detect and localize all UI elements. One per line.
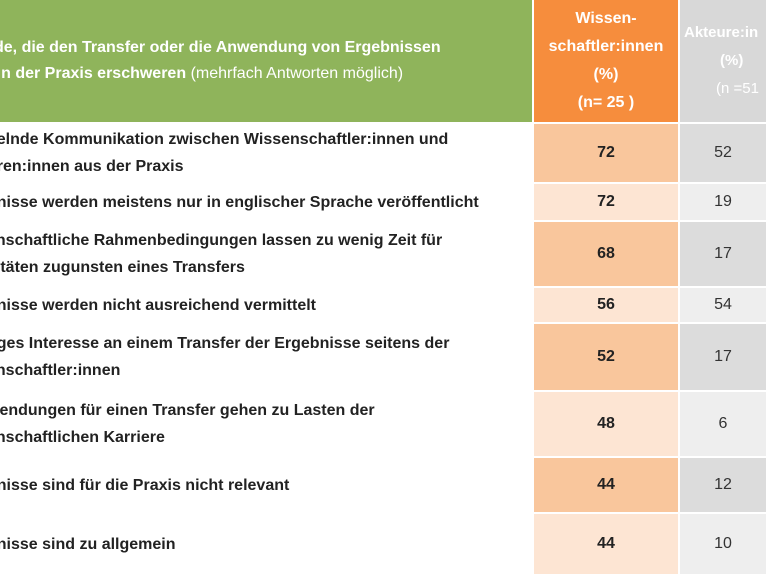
- header-actors-line2: (%): [720, 52, 744, 69]
- row-8-statement-text: bnisse sind zu allgemein: [0, 535, 176, 553]
- row-8-scientists-value: 44: [534, 514, 680, 576]
- row-3-scientists-value: 68: [534, 222, 680, 288]
- row-8-statement: bnisse sind zu allgemein: [0, 514, 534, 576]
- row-7-scientists-value: 44: [534, 458, 680, 514]
- row-3-statement: enschaftliche Rahmenbedingungen lassen z…: [0, 222, 534, 288]
- row-4-scientists-value: 56: [534, 288, 680, 324]
- row-1-statement: gelnde Kommunikation zwischen Wissenscha…: [0, 124, 534, 184]
- row-1-actors-value: 52: [680, 124, 768, 184]
- header-statement-note: (mehrfach Antworten möglich): [190, 65, 404, 82]
- header-statement: tände, die den Transfer oder die Anwendu…: [0, 0, 534, 124]
- header-actors: Akteure:in (%) (n =51: [680, 0, 768, 124]
- row-4-statement-text: bnisse werden nicht ausreichend vermitte…: [0, 296, 316, 314]
- header-scientists-line1: Wissen-: [575, 10, 637, 27]
- header-actors-line1: Akteure:in: [684, 24, 759, 41]
- header-actors-line3: (n =51: [716, 80, 759, 97]
- row-4-actors-value: 54: [680, 288, 768, 324]
- row-7-statement-text: bnisse sind für die Praxis nicht relevan…: [0, 476, 290, 494]
- row-6-actors-value: 6: [680, 392, 768, 458]
- header-statement-title: tände, die den Transfer oder die Anwendu…: [0, 39, 441, 82]
- row-2-actors-value: 19: [680, 184, 768, 222]
- header-scientists-line4: (n= 25 ): [577, 94, 635, 111]
- row-6-scientists-value: 48: [534, 392, 680, 458]
- row-5-actors-value: 17: [680, 324, 768, 392]
- row-2-statement-text: bnisse werden meistens nur in englischer…: [0, 193, 479, 211]
- row-5-scientists-value: 52: [534, 324, 680, 392]
- header-scientists-line3: (%): [593, 66, 619, 83]
- row-2-statement: bnisse werden meistens nur in englischer…: [0, 184, 534, 222]
- row-7-actors-value: 12: [680, 458, 768, 514]
- row-2-scientists-value: 72: [534, 184, 680, 222]
- row-6-statement-text: wendungen für einen Transfer gehen zu La…: [0, 402, 375, 446]
- row-5-statement: nges Interesse an einem Transfer der Erg…: [0, 324, 534, 392]
- header-statement-text: tände, die den Transfer oder die Anwendu…: [0, 35, 441, 87]
- row-8-actors-value: 10: [680, 514, 768, 576]
- row-3-actors-value: 17: [680, 222, 768, 288]
- row-1-statement-text: gelnde Kommunikation zwischen Wissenscha…: [0, 131, 449, 175]
- row-4-statement: bnisse werden nicht ausreichend vermitte…: [0, 288, 534, 324]
- header-scientists: Wissen- schaftler:innen (%) (n= 25 ): [534, 0, 680, 124]
- header-scientists-line2: schaftler:innen: [548, 38, 664, 55]
- row-3-statement-text: enschaftliche Rahmenbedingungen lassen z…: [0, 232, 443, 276]
- row-5-statement-text: nges Interesse an einem Transfer der Erg…: [0, 335, 450, 379]
- row-1-scientists-value: 72: [534, 124, 680, 184]
- row-6-statement: wendungen für einen Transfer gehen zu La…: [0, 392, 534, 458]
- row-7-statement: bnisse sind für die Praxis nicht relevan…: [0, 458, 534, 514]
